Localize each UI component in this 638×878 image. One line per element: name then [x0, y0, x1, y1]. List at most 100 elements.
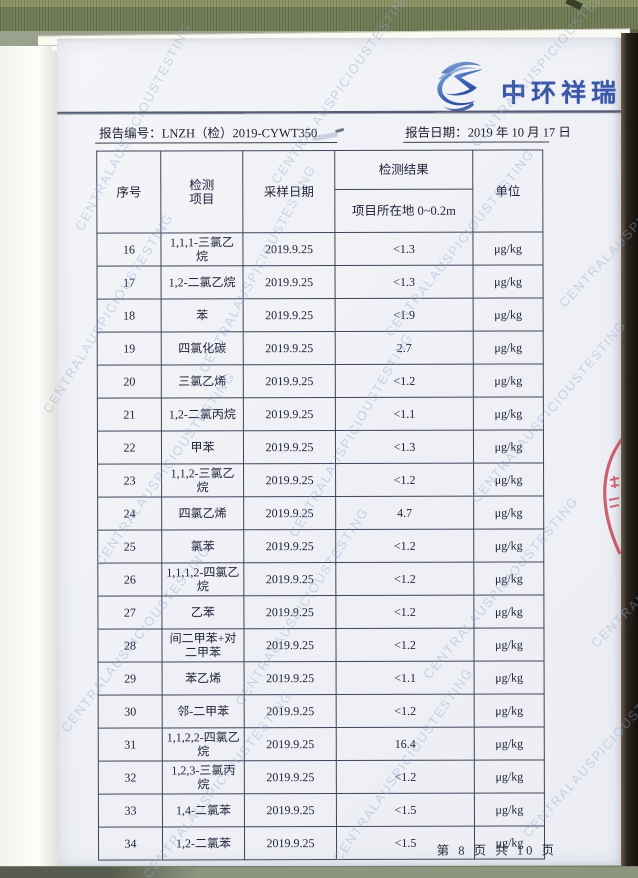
report-date-value: 2019 年 10 月 17 日 [467, 125, 571, 140]
cell-date: 2019.9.25 [244, 661, 337, 695]
cell-date: 2019.9.25 [242, 232, 336, 266]
report-page: 中环祥瑞 报告编号：LNZH（检）2019-CYWT350 报告日期：2019 … [56, 37, 624, 867]
cell-no: 26 [97, 562, 162, 597]
cell-date: 2019.9.25 [243, 496, 336, 530]
cell-result: <1.2 [335, 562, 474, 596]
cell-no: 21 [97, 397, 162, 432]
table-row: 21 1,2-二氯丙烷 2019.9.25 <1.1 μg/kg [97, 396, 544, 432]
cell-item: 甲苯 [161, 430, 244, 464]
cell-unit: μg/kg [473, 330, 544, 365]
table-row: 16 1,1,1-三氯乙烷 2019.9.25 <1.3 μg/kg [96, 231, 544, 267]
cell-no: 23 [97, 463, 162, 498]
cell-unit: μg/kg [473, 429, 544, 464]
results-table: 序号 检测 项目 采样日期 检测结果 单位 项目所在地 0~0.2m 16 1,1… [96, 149, 545, 861]
cell-item: 氯苯 [161, 529, 244, 563]
cell-result: 2.7 [335, 331, 474, 365]
cell-result: <1.3 [335, 430, 474, 464]
underline [95, 142, 338, 144]
brand-name: 中环祥瑞 [501, 79, 622, 108]
cell-item: 1,2-二氯丙烷 [161, 397, 244, 431]
cell-no: 27 [97, 595, 162, 630]
cell-result: <1.2 [335, 628, 475, 662]
cell-date: 2019.9.25 [243, 298, 336, 332]
cell-unit: μg/kg [474, 693, 545, 728]
cell-item: 1,2,3-三氯丙烷 [162, 760, 245, 794]
cell-unit: μg/kg [473, 627, 545, 662]
cell-unit: μg/kg [473, 495, 544, 530]
report-date: 报告日期：2019 年 10 月 17 日 [405, 121, 571, 140]
cell-unit: μg/kg [473, 462, 544, 497]
scanner-bed-bottom [0, 866, 638, 878]
red-stamp-mark [594, 428, 628, 565]
cell-result: <1.5 [336, 793, 475, 827]
report-meta: 报告编号：LNZH（检）2019-CYWT350 报告日期：2019 年 10 … [57, 121, 621, 144]
cell-date: 2019.9.25 [243, 265, 336, 299]
cell-date: 2019.9.25 [243, 364, 336, 398]
cell-no: 24 [97, 496, 162, 531]
cell-result: <1.3 [335, 265, 474, 299]
cell-item: 四氯化碳 [161, 331, 244, 365]
cell-unit: μg/kg [473, 528, 544, 563]
table-row: 19 四氯化碳 2019.9.25 2.7 μg/kg [97, 330, 544, 366]
cell-date: 2019.9.25 [244, 727, 337, 761]
cell-unit: μg/kg [472, 231, 544, 266]
cell-unit: μg/kg [473, 297, 544, 332]
cell-unit: μg/kg [474, 660, 545, 695]
table-row: 24 四氯乙烯 2019.9.25 4.7 μg/kg [97, 495, 544, 531]
cell-date: 2019.9.25 [243, 463, 336, 497]
col-header-result-location: 项目所在地 0~0.2m [334, 189, 473, 233]
table-row: 32 1,2,3-三氯丙烷 2019.9.25 <1.2 μg/kg [98, 759, 545, 795]
scanner-bed-top [0, 0, 638, 31]
cell-result: <1.2 [335, 364, 474, 398]
cell-no: 29 [98, 661, 163, 696]
cell-result: <1.1 [335, 397, 474, 431]
table-row: 28 间二甲苯+对二甲苯 2019.9.25 <1.2 μg/kg [97, 627, 545, 663]
cell-unit: μg/kg [473, 561, 544, 596]
cell-item: 1,4-二氯苯 [162, 793, 245, 827]
cell-date: 2019.9.25 [244, 760, 337, 794]
cell-date: 2019.9.25 [244, 793, 337, 827]
cell-result: <1.1 [336, 661, 475, 695]
report-date-label: 报告日期： [405, 125, 468, 140]
cell-item: 1,1,2-三氯乙烷 [161, 463, 244, 497]
cell-item: 1,1,1-三氯乙烷 [160, 232, 244, 266]
cell-no: 28 [97, 628, 163, 663]
col-header-unit: 单位 [472, 149, 543, 233]
cell-no: 25 [97, 529, 162, 564]
table-row: 30 邻-二甲苯 2019.9.25 <1.2 μg/kg [98, 693, 545, 729]
table-row: 20 三氯乙烯 2019.9.25 <1.2 μg/kg [97, 363, 544, 399]
cell-unit: μg/kg [474, 759, 545, 794]
report-number: 报告编号：LNZH（检）2019-CYWT350 [99, 122, 317, 142]
cell-result: 16.4 [336, 727, 475, 761]
report-number-label: 报告编号： [99, 126, 162, 141]
col-header-result-group: 检测结果 [334, 150, 473, 190]
cell-result: 4.7 [335, 496, 474, 530]
scan-right-shadow [621, 33, 638, 868]
page-stack-edge [0, 46, 68, 868]
table-row: 27 乙苯 2019.9.25 <1.2 μg/kg [97, 594, 544, 630]
results-table-body: 16 1,1,1-三氯乙烷 2019.9.25 <1.3 μg/kg 17 1,2-二氯乙烷… [96, 231, 545, 861]
table-row: 26 1,1,1,2-四氯乙烷 2019.9.25 <1.2 μg/kg [97, 561, 544, 597]
header-divider [57, 110, 622, 115]
cell-item: 苯乙烯 [162, 661, 245, 695]
table-row: 18 苯 2019.9.25 <1.9 μg/kg [97, 297, 544, 333]
cell-date: 2019.9.25 [244, 694, 337, 728]
cell-unit: μg/kg [473, 396, 544, 431]
underline [403, 141, 550, 143]
cell-item: 四氯乙烯 [161, 496, 244, 530]
cell-no: 16 [96, 232, 162, 267]
cell-date: 2019.9.25 [243, 595, 336, 629]
cell-no: 33 [98, 793, 163, 828]
cell-item: 1,1,1,2-四氯乙烷 [161, 562, 244, 596]
cell-item: 1,2-二氯乙烷 [161, 265, 244, 299]
table-row: 23 1,1,2-三氯乙烷 2019.9.25 <1.2 μg/kg [97, 462, 544, 498]
results-table-header: 序号 检测 项目 采样日期 检测结果 单位 项目所在地 0~0.2m [96, 149, 543, 234]
cell-no: 22 [97, 430, 162, 465]
cell-item: 1,1,2,2-四氯乙烷 [162, 727, 245, 761]
cell-unit: μg/kg [474, 726, 545, 761]
cell-unit: μg/kg [473, 264, 544, 299]
cell-result: <1.2 [335, 529, 474, 563]
col-header-item: 检测 项目 [160, 150, 243, 233]
cell-no: 32 [98, 760, 163, 795]
